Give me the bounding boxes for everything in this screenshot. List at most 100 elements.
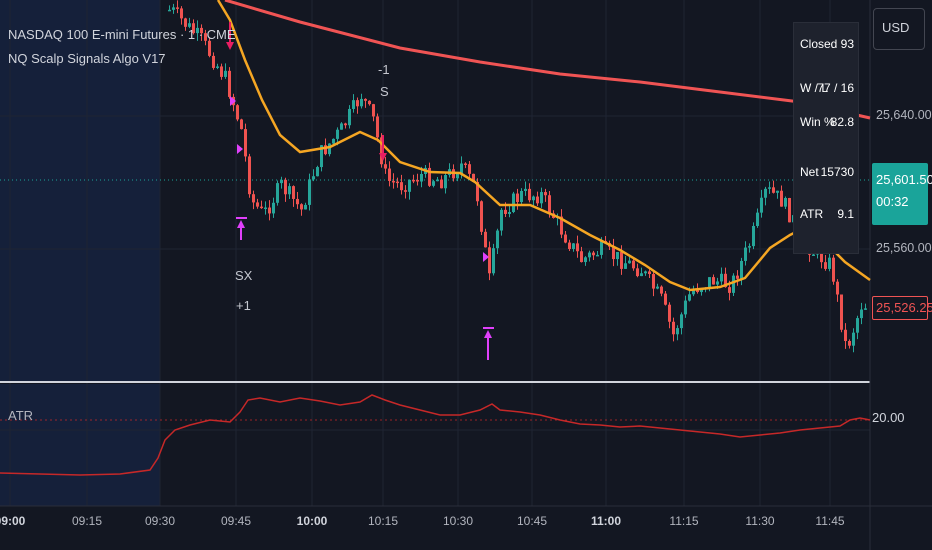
candle-body	[244, 129, 247, 157]
candle-body	[848, 340, 851, 346]
signal-s-label: S	[380, 84, 389, 99]
candle-body	[520, 190, 523, 203]
candle-body	[748, 246, 751, 248]
candle-body	[824, 262, 827, 269]
candle-body	[212, 55, 215, 68]
fast-ma-line	[216, 0, 871, 292]
candle-body	[496, 230, 499, 249]
candle-body	[540, 192, 543, 204]
candle-body	[840, 294, 843, 330]
candle-body	[616, 252, 619, 260]
candle-body	[476, 181, 479, 202]
candle-body	[388, 168, 391, 181]
signal-sx-pnl: +1	[236, 298, 251, 313]
candle-body	[396, 181, 399, 184]
candle-body	[572, 243, 575, 249]
candle-body	[752, 225, 755, 247]
candle-body	[760, 197, 763, 213]
candle-body	[256, 202, 259, 207]
candle-body	[852, 332, 855, 346]
short-entry-arrow-icon	[379, 135, 387, 161]
candle-body	[692, 288, 695, 295]
signal-markers	[226, 22, 494, 360]
candle-body	[504, 209, 507, 214]
candle-body	[336, 129, 339, 139]
candle-body	[672, 321, 675, 335]
currency-button[interactable]: USD	[873, 8, 925, 50]
candle-body	[272, 202, 275, 214]
candle-body	[192, 23, 195, 34]
candle-body	[416, 179, 419, 182]
candle-body	[856, 318, 859, 333]
candle-body	[360, 98, 363, 107]
candle-body	[352, 100, 355, 109]
stat-label: Win %	[800, 115, 835, 129]
stat-label: Closed	[800, 37, 838, 51]
candle-body	[356, 100, 359, 107]
candle-body	[708, 277, 711, 288]
candle-body	[516, 193, 519, 203]
candle-body	[296, 198, 299, 205]
stat-value: 77 / 16	[817, 81, 854, 95]
candle-body	[836, 281, 839, 295]
candle-body	[252, 194, 255, 203]
candle-body	[688, 294, 691, 301]
candle-body	[480, 201, 483, 232]
time-label: 10:30	[442, 514, 474, 528]
candle-body	[184, 18, 187, 27]
candle-body	[180, 8, 183, 19]
premarket-shade	[0, 0, 160, 382]
candle-body	[624, 263, 627, 269]
candle-body	[488, 247, 491, 274]
symbol-title[interactable]: NASDAQ 100 E-mini Futures · 1 · CME	[8, 27, 236, 42]
candle-body	[376, 116, 379, 138]
candle-body	[676, 328, 679, 335]
triangle-marker-icon	[483, 252, 489, 262]
signal-s-pnl: -1	[378, 62, 390, 77]
candle-body	[432, 181, 435, 186]
stats-row-net: Net 15730	[800, 165, 854, 179]
candle-body	[592, 252, 595, 256]
candle-body	[440, 179, 443, 189]
candle-body	[492, 248, 495, 274]
stat-value: 15730	[820, 165, 854, 179]
candle-body	[728, 287, 731, 293]
stats-row-closed: Closed 93	[800, 37, 854, 51]
candle-body	[596, 254, 599, 257]
candle-body	[216, 66, 219, 68]
time-label: 09:15	[71, 514, 103, 528]
candle-body	[532, 196, 535, 201]
candle-body	[652, 274, 655, 289]
candle-body	[784, 197, 787, 207]
candle-body	[664, 293, 667, 305]
stat-value: 9.1	[837, 207, 854, 221]
candle-body	[660, 286, 663, 294]
candle-body	[612, 246, 615, 260]
candle-body	[524, 188, 527, 191]
candle-body	[680, 314, 683, 329]
atr-pane-name[interactable]: ATR	[8, 408, 34, 423]
stat-label: W / L	[800, 81, 829, 95]
candle-body	[780, 190, 783, 207]
candle-body	[548, 195, 551, 214]
candle-body	[236, 105, 239, 120]
candle-body	[196, 27, 199, 34]
candle-body	[408, 179, 411, 192]
stat-value: 82.8	[830, 115, 854, 129]
candle-body	[444, 175, 447, 189]
candle-body	[588, 252, 591, 258]
candle-body	[600, 241, 603, 255]
signal-sx-label: SX	[235, 268, 253, 283]
time-label: 09:00	[0, 514, 26, 528]
indicator-name[interactable]: NQ Scalp Signals Algo V17	[8, 51, 166, 66]
candle-body	[764, 188, 767, 198]
candle-body	[400, 182, 403, 191]
time-label: 11:30	[745, 514, 775, 528]
candle-body	[720, 273, 723, 282]
candle-body	[248, 156, 251, 195]
candle-body	[584, 257, 587, 263]
atr-line	[0, 394, 871, 476]
candle-body	[324, 145, 327, 155]
candle-body	[484, 231, 487, 248]
